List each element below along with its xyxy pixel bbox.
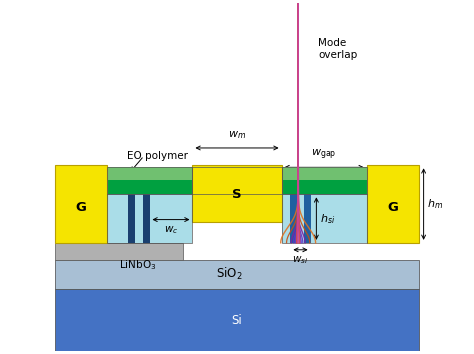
Bar (128, 194, 135, 243)
Bar (192, 180, 282, 194)
Text: $h_{si}$: $h_{si}$ (320, 212, 336, 225)
Text: $w_c$: $w_c$ (164, 224, 178, 236)
Bar (282, 194, 367, 243)
Bar (55, 243, 183, 260)
Bar (143, 194, 149, 243)
Text: G: G (75, 201, 86, 214)
Bar (55, 165, 107, 243)
Bar (291, 194, 297, 243)
Text: $h_p$: $h_p$ (86, 210, 99, 227)
Bar (107, 167, 192, 194)
Bar (107, 180, 192, 194)
Bar (107, 167, 192, 180)
Bar (303, 194, 310, 243)
Text: SiO$_2$: SiO$_2$ (216, 266, 243, 282)
Bar (192, 167, 282, 180)
Bar (55, 289, 419, 351)
Bar (282, 167, 367, 194)
Text: G: G (387, 201, 398, 214)
Text: $h_m$: $h_m$ (428, 197, 444, 211)
Text: $w_m$: $w_m$ (228, 130, 246, 141)
Text: LiNbO$_3$: LiNbO$_3$ (119, 258, 156, 272)
Text: $w_\mathrm{gap}$: $w_\mathrm{gap}$ (311, 148, 337, 162)
Text: $w_p$: $w_p$ (131, 172, 146, 184)
Text: Si: Si (232, 314, 242, 327)
Bar (107, 194, 192, 243)
Text: $w_{si}$: $w_{si}$ (292, 255, 309, 266)
Bar (282, 167, 367, 180)
Bar (367, 165, 419, 243)
Bar (282, 180, 367, 194)
Text: S: S (232, 188, 242, 201)
Bar (282, 194, 367, 243)
Bar (55, 260, 419, 289)
Text: Mode
overlap: Mode overlap (319, 39, 357, 60)
Bar (107, 194, 192, 243)
Text: EO polymer: EO polymer (127, 151, 188, 161)
Bar (192, 167, 282, 194)
Bar (192, 165, 282, 222)
